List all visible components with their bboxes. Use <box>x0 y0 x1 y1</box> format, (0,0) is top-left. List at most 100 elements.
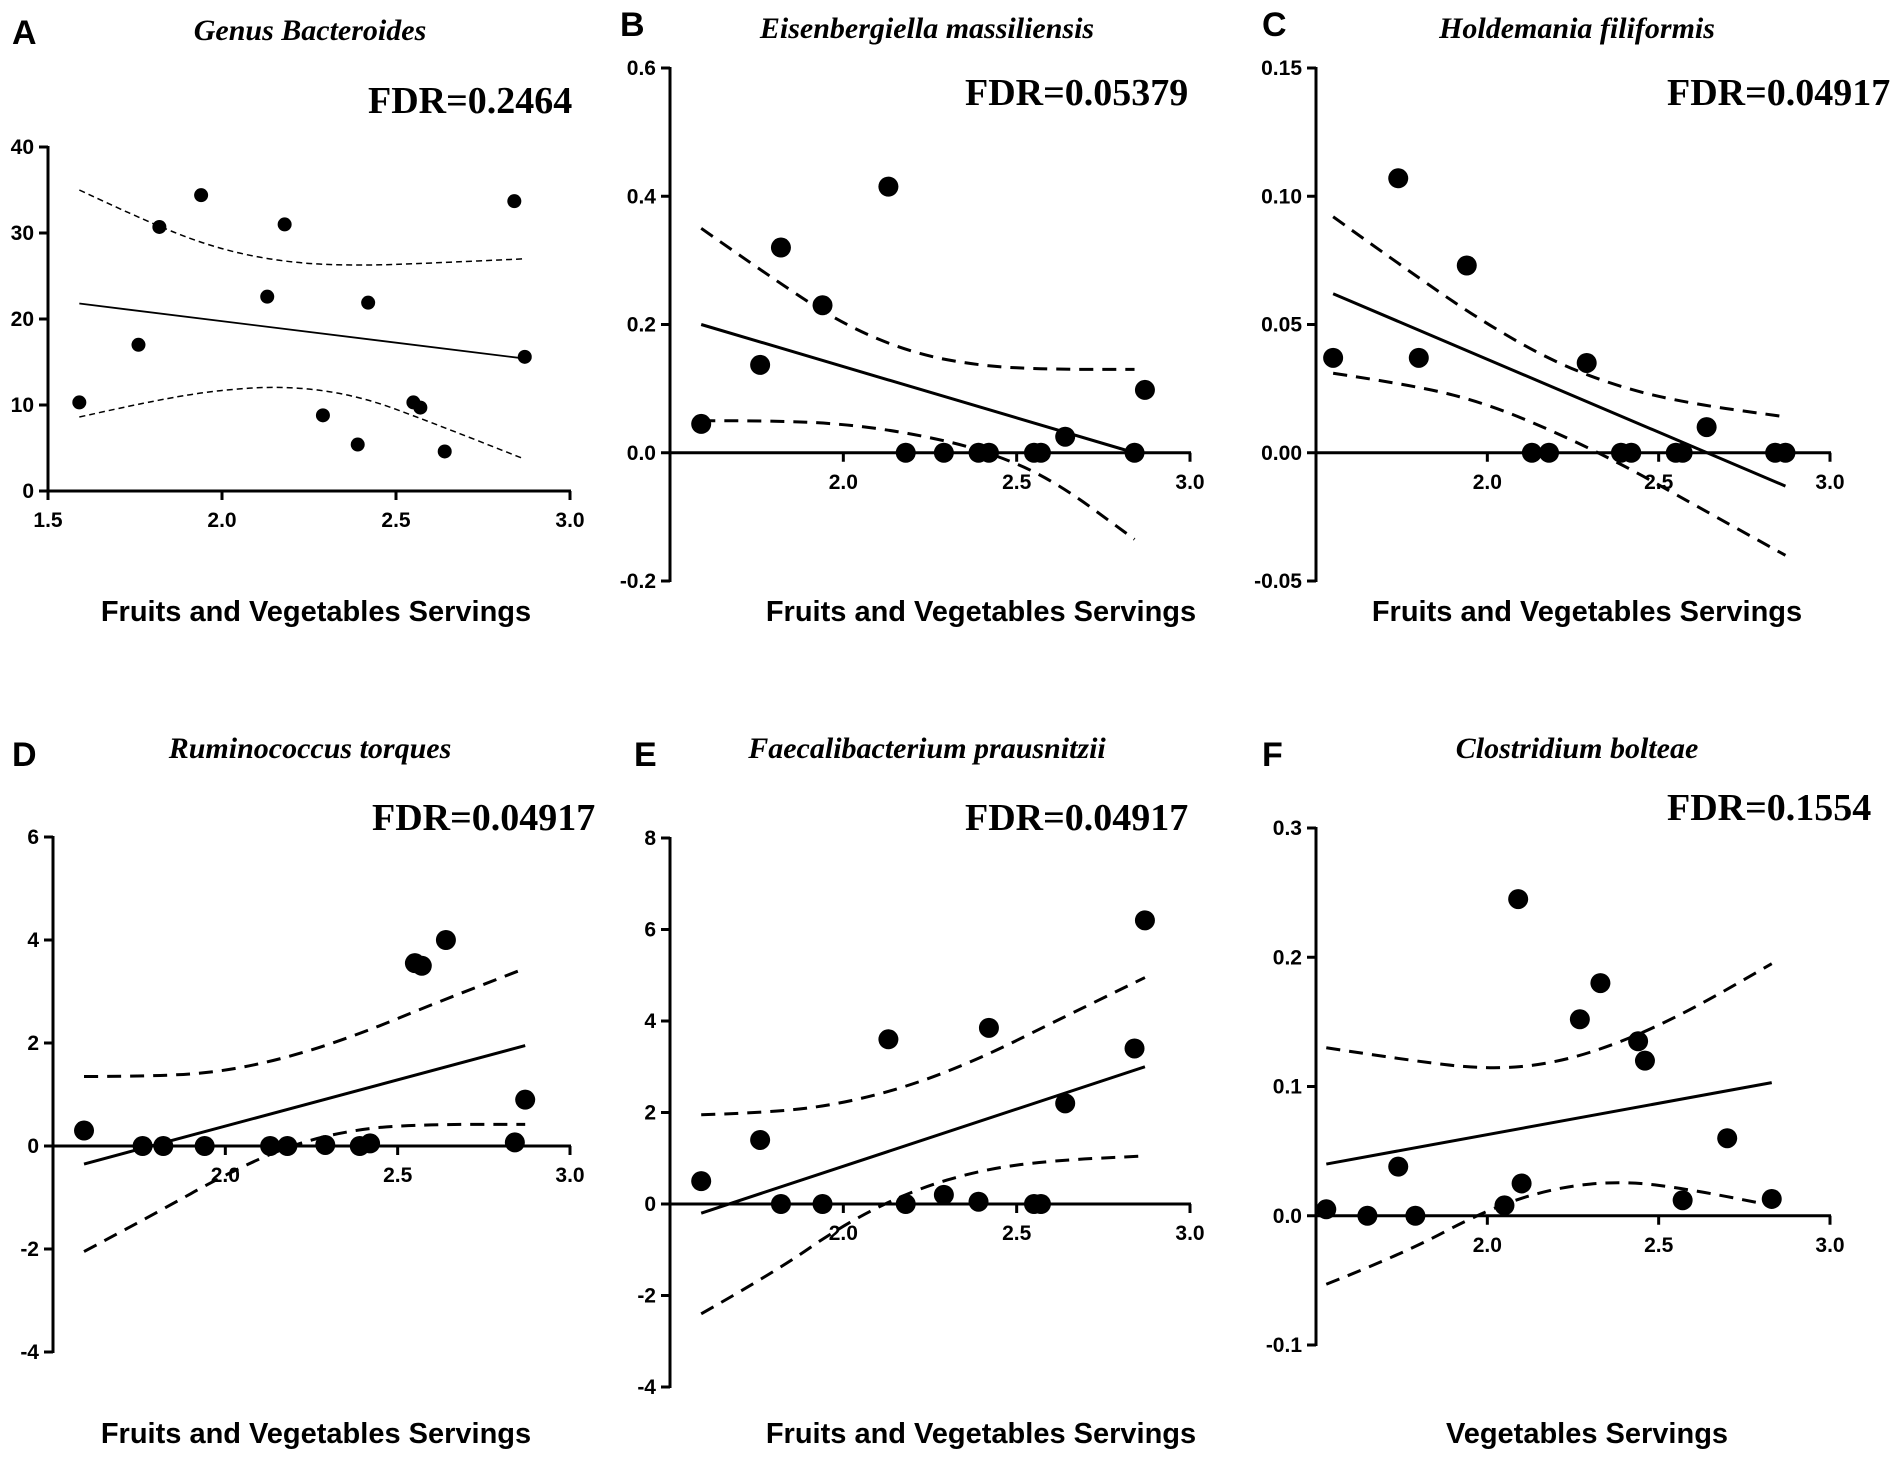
data-point <box>1124 442 1145 463</box>
data-point <box>978 442 999 463</box>
data-point <box>360 1133 381 1154</box>
data-point <box>1569 1009 1590 1030</box>
data-point <box>507 194 522 209</box>
data-point <box>153 1136 174 1156</box>
ci-upper-band <box>79 189 525 266</box>
data-point <box>260 289 275 304</box>
data-point <box>435 930 456 950</box>
y-tick-label: -4 <box>20 1341 39 1364</box>
panel-letter: F <box>1262 736 1283 774</box>
data-point <box>750 1129 771 1150</box>
y-tick-label: 0.6 <box>627 57 656 80</box>
y-tick-label: 0.00 <box>1261 442 1302 465</box>
data-point <box>1539 442 1560 463</box>
data-point <box>1456 255 1477 276</box>
data-point <box>895 1194 916 1214</box>
panel-letter: D <box>12 736 37 774</box>
data-point <box>1775 442 1796 463</box>
data-point <box>411 955 432 976</box>
data-point <box>277 217 292 232</box>
y-tick-label: 10 <box>11 394 34 417</box>
panel-d: D Ruminococcus torques FDR=0.04917 -4 -2 0 2 4 6… <box>12 732 595 1450</box>
panel-letter: E <box>634 736 657 774</box>
data-point <box>194 1136 215 1156</box>
data-point <box>1621 442 1642 463</box>
data-point <box>770 237 791 258</box>
panel-title: Holdemania filiformis <box>1438 12 1715 45</box>
regression-line <box>1326 1081 1773 1166</box>
data-point <box>260 1136 281 1156</box>
panel-title: Genus Bacteroides <box>194 14 427 47</box>
y-tick-label: -2 <box>637 1285 656 1308</box>
data-point <box>1508 889 1529 910</box>
data-point <box>1055 1093 1076 1114</box>
panel-letter: B <box>620 6 645 44</box>
data-point <box>1055 426 1076 447</box>
data-point <box>933 442 954 463</box>
y-tick-label: 0.2 <box>627 314 656 337</box>
ci-upper-band <box>701 976 1146 1117</box>
y-tick-label: 6 <box>27 826 39 849</box>
data-point <box>1576 352 1597 373</box>
data-point <box>691 1171 712 1192</box>
y-tick-label: 4 <box>644 1010 656 1033</box>
x-tick-label: 2.0 <box>1473 1234 1502 1257</box>
panel-title: Ruminococcus torques <box>168 732 452 765</box>
fdr-annotation: FDR=0.04917 <box>965 797 1188 839</box>
y-tick-label: 2 <box>644 1102 656 1125</box>
y-tick-label: 6 <box>644 919 656 942</box>
y-tick-label: -2 <box>20 1238 39 1261</box>
panel-title: Clostridium bolteae <box>1456 732 1699 765</box>
data-point <box>1134 379 1155 400</box>
data-point <box>878 176 899 197</box>
data-point <box>152 219 167 234</box>
x-tick-label: 2.0 <box>829 1222 858 1245</box>
y-tick-label: 0 <box>27 1135 39 1158</box>
panel-letter: A <box>12 14 37 52</box>
data-point <box>437 444 452 459</box>
data-point <box>517 349 532 364</box>
y-tick-label: 40 <box>11 136 34 159</box>
data-point <box>1672 442 1693 463</box>
fdr-annotation: FDR=0.1554 <box>1667 787 1871 829</box>
ci-lower-band <box>1332 371 1787 557</box>
data-point <box>1408 347 1429 368</box>
data-point <box>933 1184 954 1205</box>
panel-a: A Genus Bacteroides FDR=0.2464 0 10 20 30 40 1.5… <box>11 14 585 628</box>
panel-title: Eisenbergiella massiliensis <box>759 12 1094 45</box>
data-point <box>968 1191 989 1212</box>
fdr-annotation: FDR=0.2464 <box>368 80 572 122</box>
data-point <box>1590 973 1611 994</box>
ci-lower-band <box>701 419 1136 541</box>
data-point <box>1134 910 1155 931</box>
x-axis-label: Fruits and Vegetables Servings <box>766 596 1196 628</box>
x-tick-label: 2.0 <box>211 1164 240 1187</box>
x-tick-label: 2.5 <box>1002 471 1032 494</box>
panel-e: E Faecalibacterium prausnitzii FDR=0.04917… <box>634 732 1205 1450</box>
x-tick-label: 2.5 <box>383 1164 413 1187</box>
y-tick-label: 0 <box>644 1193 656 1216</box>
data-point <box>361 295 376 310</box>
data-point <box>277 1136 298 1156</box>
y-tick-label: 2 <box>27 1032 39 1055</box>
regression-line <box>700 1065 1146 1215</box>
x-tick-label: 3.0 <box>555 1164 584 1187</box>
data-point <box>315 408 330 423</box>
y-tick-label: 0.2 <box>1273 946 1302 969</box>
y-tick-label: 0.1 <box>1273 1076 1303 1099</box>
y-tick-label: 0.15 <box>1261 57 1302 80</box>
x-tick-label: 3.0 <box>1815 1234 1844 1257</box>
data-point <box>1672 1190 1693 1211</box>
data-point <box>1696 417 1717 438</box>
data-point <box>350 437 365 452</box>
y-tick-label: 30 <box>11 222 34 245</box>
ci-upper-band <box>700 227 1135 371</box>
x-axis-label: Fruits and Vegetables Servings <box>101 596 531 628</box>
y-tick-label: 0.3 <box>1273 817 1302 840</box>
data-point <box>1634 1050 1655 1071</box>
ci-lower-band <box>700 1154 1146 1316</box>
panel-c: C Holdemania filiformis FDR=0.04917 -0.05 0.… <box>1254 6 1890 628</box>
data-point <box>878 1029 899 1050</box>
data-point <box>1761 1188 1782 1209</box>
